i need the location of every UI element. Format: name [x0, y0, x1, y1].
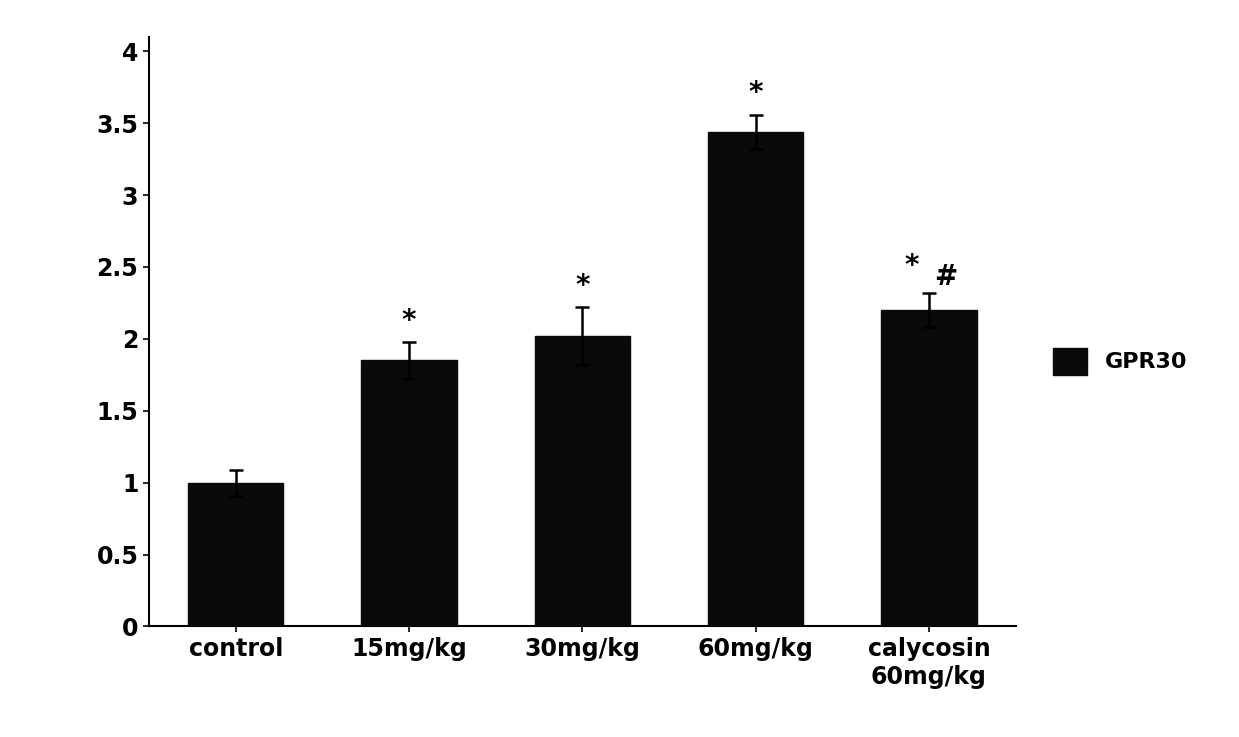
Text: *: *	[748, 80, 763, 108]
Text: #: #	[934, 263, 958, 291]
Legend: GPR30: GPR30	[1044, 339, 1196, 383]
Bar	[707, 132, 803, 626]
Bar	[188, 483, 284, 626]
Text: *: *	[575, 272, 590, 300]
Bar	[535, 336, 629, 626]
Bar	[362, 360, 457, 626]
Bar	[881, 310, 976, 626]
Text: *: *	[401, 307, 416, 335]
Text: *: *	[904, 252, 919, 280]
